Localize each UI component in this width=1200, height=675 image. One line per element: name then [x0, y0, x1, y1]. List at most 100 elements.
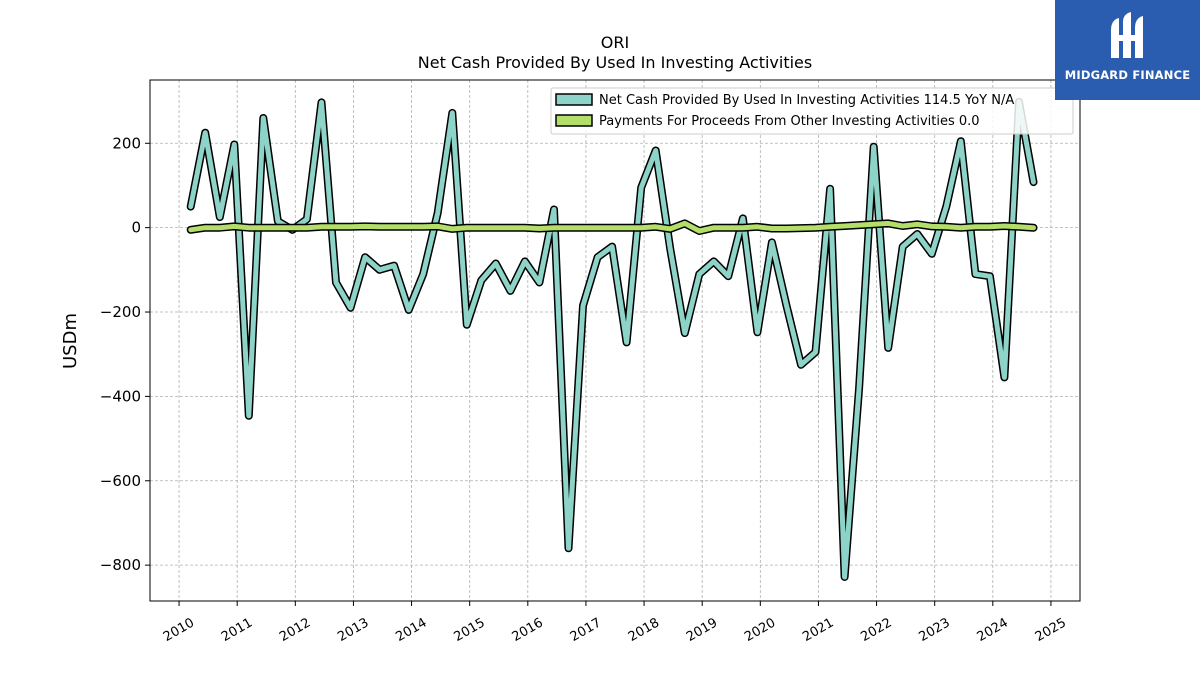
data-point-series-0: [639, 185, 644, 190]
data-point-series-0: [334, 280, 339, 285]
x-tick-label: 2018: [626, 615, 662, 645]
data-point-series-0: [668, 246, 673, 251]
x-tick-label: 2025: [1033, 615, 1069, 645]
data-point-series-0: [304, 217, 309, 222]
data-point-series-0: [740, 216, 745, 221]
data-point-series-0: [552, 207, 557, 212]
x-tick-label: 2023: [917, 615, 953, 645]
data-point-series-0: [275, 219, 280, 224]
data-point-series-0: [755, 330, 760, 335]
series-outline-0: [186, 97, 1038, 581]
data-point-series-1: [769, 226, 774, 231]
data-point-series-1: [203, 225, 208, 230]
data-point-series-1: [377, 224, 382, 229]
x-tick-label: 2024: [975, 615, 1011, 645]
data-point-series-1: [232, 224, 237, 229]
data-point-series-0: [915, 232, 920, 237]
data-point-series-0: [973, 272, 978, 277]
data-point-series-0: [799, 362, 804, 367]
data-point-series-1: [537, 226, 542, 231]
data-point-series-0: [857, 386, 862, 391]
data-point-series-1: [566, 225, 571, 230]
data-point-series-1: [522, 225, 527, 230]
data-point-series-0: [1002, 375, 1007, 380]
x-tick-label: 2020: [742, 615, 778, 645]
data-point-series-0: [508, 288, 513, 293]
data-point-series-0: [246, 413, 251, 418]
y-tick-label: 200: [112, 134, 141, 152]
data-point-series-1: [711, 225, 716, 230]
data-point-series-1: [784, 226, 789, 231]
data-point-series-1: [334, 224, 339, 229]
data-point-series-1: [1031, 225, 1036, 230]
data-point-series-0: [842, 575, 847, 580]
data-point-series-0: [711, 259, 716, 264]
data-point-series-1: [304, 225, 309, 230]
plot-frame: [149, 79, 1081, 602]
data-point-series-1: [348, 224, 353, 229]
data-point-series-1: [973, 224, 978, 229]
data-point-series-0: [464, 322, 469, 327]
data-point-series-1: [552, 225, 557, 230]
legend-label-other-investing: Payments For Proceeds From Other Investi…: [599, 114, 980, 129]
data-point-series-1: [1017, 224, 1022, 229]
data-point-series-1: [900, 224, 905, 229]
midgard-finance-logo: MIDGARD FINANCE: [1055, 0, 1200, 100]
data-point-series-1: [682, 221, 687, 226]
data-point-series-1: [319, 224, 324, 229]
x-tick-label: 2017: [568, 615, 604, 645]
data-point-series-0: [944, 204, 949, 209]
x-tick-label: 2015: [452, 615, 488, 645]
x-tick-label: 2011: [219, 615, 255, 645]
y-tick-label: −600: [100, 472, 141, 490]
legend-box: [550, 87, 1074, 135]
data-point-series-1: [275, 225, 280, 230]
x-tick-label: 2012: [277, 615, 313, 645]
midgard-logo-icon: [1111, 12, 1143, 58]
y-tick-label: 0: [131, 219, 141, 237]
data-point-series-1: [363, 224, 368, 229]
data-point-series-0: [958, 139, 963, 144]
y-tick-label: −400: [100, 387, 141, 405]
data-point-series-0: [566, 546, 571, 551]
y-axis-ticks: −800 −600 −400 −200 0 200: [100, 134, 150, 574]
data-point-series-0: [1031, 180, 1036, 185]
data-point-series-1: [421, 224, 426, 229]
data-point-series-0: [987, 274, 992, 279]
data-point-series-0: [493, 261, 498, 266]
data-point-series-0: [188, 204, 193, 209]
data-point-series-0: [537, 280, 542, 285]
data-point-series-1: [886, 221, 891, 226]
data-point-series-0: [319, 100, 324, 105]
x-tick-label: 2014: [393, 615, 429, 645]
data-point-series-1: [246, 225, 251, 230]
data-point-series-1: [639, 225, 644, 230]
x-axis-ticks: 2010 2011 2012 2013 2014 2015 2016 2017 2018 2019…: [161, 601, 1069, 645]
legend-swatch-net-cash: [555, 93, 593, 106]
data-point-series-1: [508, 225, 513, 230]
data-point-series-1: [740, 225, 745, 230]
data-point-series-1: [653, 224, 658, 229]
series-layer: [186, 97, 1038, 581]
grid-lines: [150, 80, 1080, 601]
data-point-series-0: [871, 144, 876, 149]
data-point-series-1: [944, 224, 949, 229]
data-point-series-0: [406, 307, 411, 312]
series-line-0: [188, 99, 1036, 580]
data-point-series-1: [987, 224, 992, 229]
data-point-series-0: [769, 240, 774, 245]
data-point-series-1: [464, 225, 469, 230]
data-point-series-0: [392, 263, 397, 268]
data-point-series-1: [493, 225, 498, 230]
series-line-1: [188, 220, 1036, 234]
legend-label-net-cash: Net Cash Provided By Used In Investing A…: [599, 93, 1014, 108]
data-point-series-1: [697, 229, 702, 234]
data-point-series-0: [726, 274, 731, 279]
data-point-series-0: [624, 340, 629, 345]
data-point-series-0: [828, 186, 833, 191]
x-tick-label: 2013: [335, 615, 371, 645]
data-point-series-0: [595, 255, 600, 260]
data-point-series-1: [595, 225, 600, 230]
data-point-series-0: [784, 303, 789, 308]
